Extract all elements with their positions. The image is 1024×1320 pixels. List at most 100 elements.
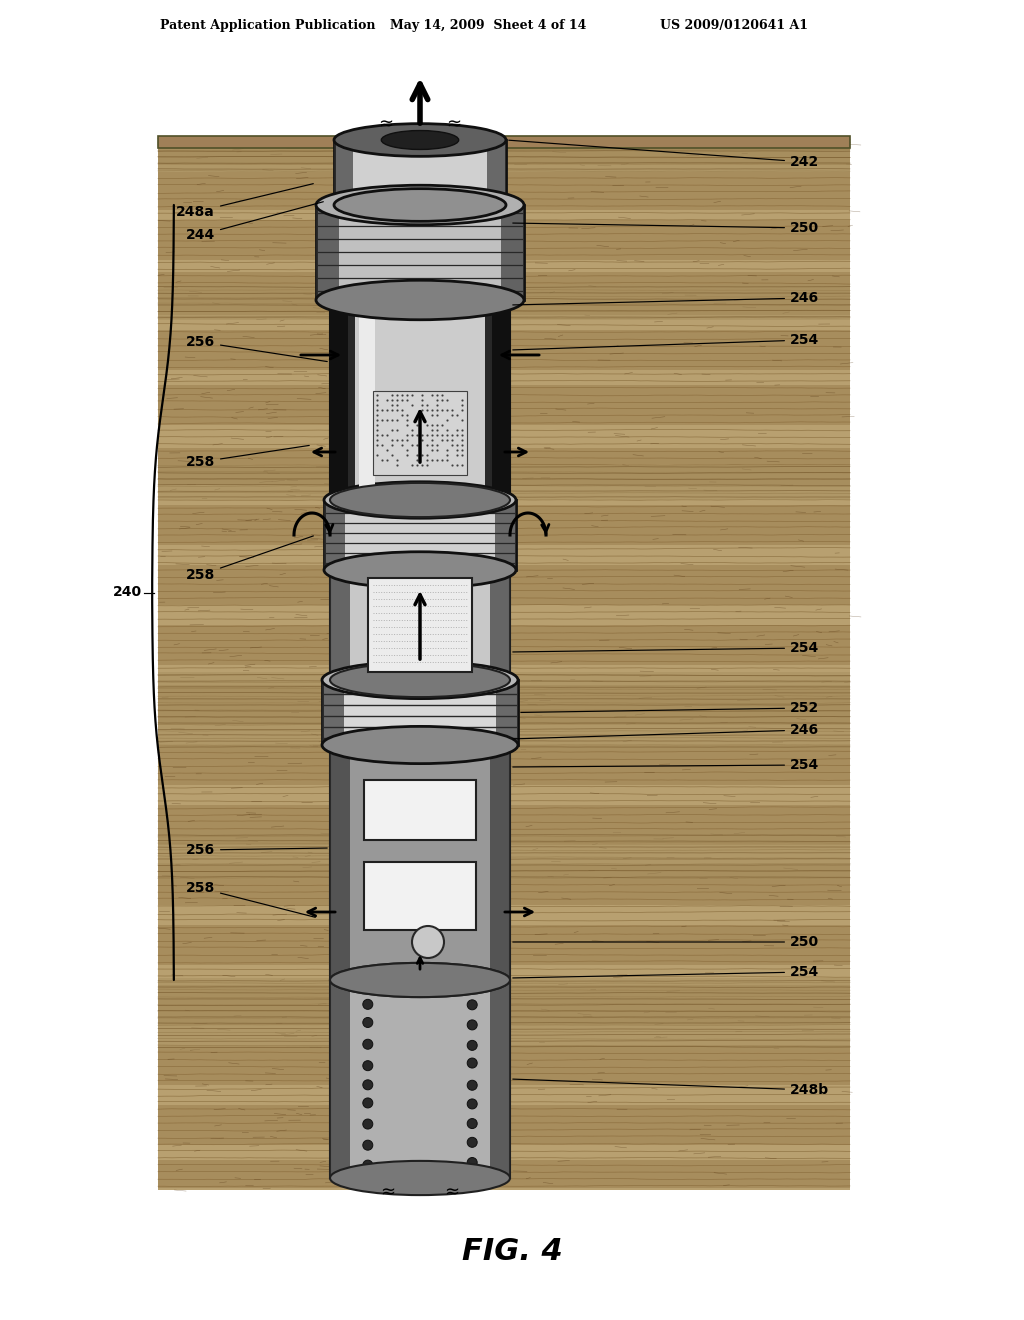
Bar [490,744,510,979]
Circle shape [467,999,477,1010]
Text: 252: 252 [521,701,819,715]
Bar [497,680,518,744]
Ellipse shape [324,552,516,589]
Bar [490,570,510,680]
Circle shape [362,1119,373,1129]
Bar [158,136,850,148]
Text: 254: 254 [513,642,819,655]
Bar [490,979,510,1177]
Bar [322,680,344,744]
Bar [158,506,850,545]
Text: 254: 254 [513,333,819,350]
Circle shape [362,1140,373,1150]
Bar [158,865,850,906]
Text: 248a: 248a [176,183,313,219]
Bar [158,925,850,965]
Ellipse shape [322,726,518,763]
Bar [158,805,850,845]
Text: ≈: ≈ [381,1183,395,1201]
Bar [330,570,510,680]
Ellipse shape [330,483,510,517]
Ellipse shape [334,124,506,156]
Ellipse shape [330,962,510,997]
Text: ≈: ≈ [379,115,393,133]
Bar [158,465,850,500]
Text: ≈: ≈ [446,115,462,133]
Circle shape [467,1100,477,1109]
Text: 244: 244 [185,202,324,242]
Bar [158,447,850,484]
Circle shape [362,1061,373,1071]
Text: 240: 240 [113,586,142,599]
Bar [330,979,510,1177]
Circle shape [362,1080,373,1090]
Text: US 2009/0120641 A1: US 2009/0120641 A1 [660,18,808,32]
Bar [495,500,516,570]
Bar [324,500,345,570]
Bar [330,979,350,1177]
Bar [358,304,375,496]
Ellipse shape [330,727,510,762]
Bar [492,300,510,500]
Text: FIG. 4: FIG. 4 [462,1238,562,1266]
Circle shape [467,1158,477,1167]
Bar [330,300,510,500]
Text: 250: 250 [513,935,819,949]
Ellipse shape [330,1160,510,1195]
Bar [487,140,506,205]
Bar [158,140,850,165]
Bar [158,1105,850,1144]
Ellipse shape [330,553,510,587]
Bar [334,140,506,205]
Text: 256: 256 [186,843,328,857]
Bar [158,140,850,1191]
Bar [330,744,510,979]
Bar [324,500,516,570]
Bar [158,1160,850,1188]
Ellipse shape [330,663,510,697]
Text: May 14, 2009  Sheet 4 of 14: May 14, 2009 Sheet 4 of 14 [390,18,587,32]
Text: Patent Application Publication: Patent Application Publication [160,18,376,32]
Bar [316,205,339,300]
Circle shape [362,999,373,1010]
Bar [158,220,850,260]
Ellipse shape [316,185,524,224]
Circle shape [362,1160,373,1170]
Bar [330,570,350,680]
Bar [158,978,850,1049]
Circle shape [362,1018,373,1027]
Bar [158,685,850,725]
Text: 246: 246 [513,723,819,739]
Circle shape [362,1039,373,1049]
Ellipse shape [324,482,516,519]
Text: 248b: 248b [513,1080,829,1097]
Circle shape [467,1040,477,1051]
Text: 254: 254 [513,965,819,979]
Text: 246: 246 [513,290,819,305]
Bar [334,140,353,205]
Text: ≈: ≈ [444,1183,460,1201]
Bar [330,744,350,979]
Circle shape [467,1118,477,1129]
Circle shape [467,1020,477,1030]
Ellipse shape [322,661,518,698]
Bar [365,862,476,931]
Circle shape [467,1080,477,1090]
Bar [158,139,850,172]
Circle shape [412,927,444,958]
Ellipse shape [316,280,524,319]
Bar [158,272,850,315]
Bar [158,330,850,370]
Bar [158,565,850,605]
Circle shape [467,1138,477,1147]
Text: 258: 258 [185,445,309,469]
Circle shape [467,1059,477,1068]
Text: 256: 256 [186,335,328,362]
Bar [158,1045,850,1085]
Bar [158,830,850,880]
Ellipse shape [330,962,510,997]
Bar [158,385,850,425]
Bar [365,780,476,840]
Bar [158,285,850,319]
Bar [316,205,524,300]
